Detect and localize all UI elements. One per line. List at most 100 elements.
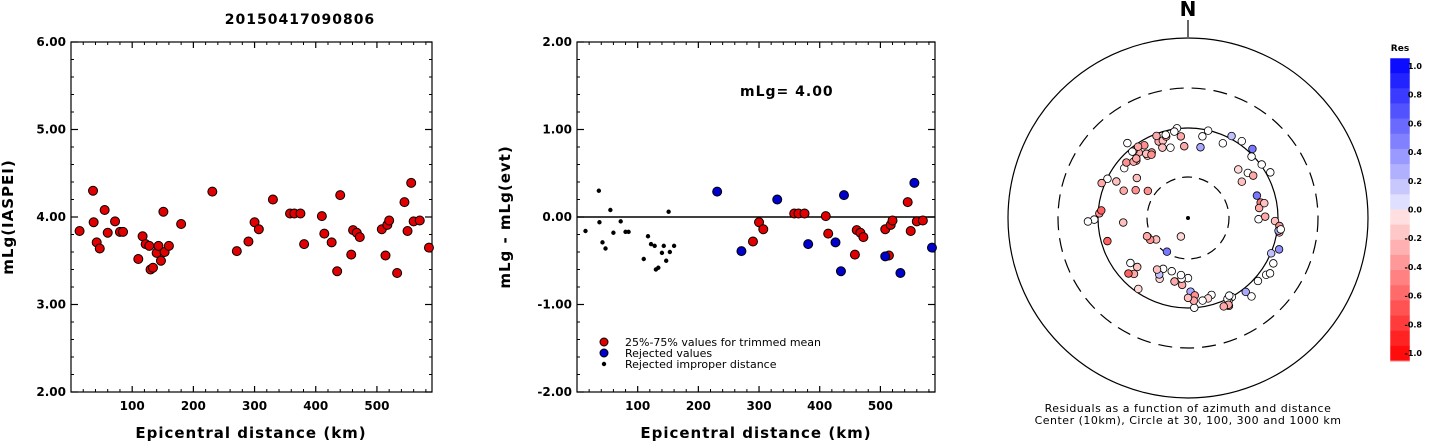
rejected-point: [926, 242, 937, 253]
magnitude-point: [380, 250, 391, 261]
improper-distance-point: [663, 258, 669, 263]
magnitude-point: [346, 249, 357, 260]
improper-distance-point: [671, 243, 677, 249]
magnitude-panel: Epicentral distance (km) mLg(IASPEI) 100…: [0, 35, 434, 442]
x-tick-label: 200: [686, 399, 711, 413]
colorbar-tick-label: 0.0: [1408, 206, 1423, 215]
residual-point: [1247, 152, 1256, 161]
rejected-point: [895, 268, 906, 278]
colorbar-tick-label: 0.6: [1408, 119, 1423, 128]
residual-point: [1158, 143, 1167, 152]
x-tick-label: 200: [181, 399, 206, 413]
magnitude-point: [326, 237, 337, 248]
residual-point: [1218, 139, 1228, 148]
residual-point: [1198, 132, 1207, 141]
azimuth-caption-line1: Residuals as a function of azimuth and d…: [1045, 402, 1332, 415]
magnitude-point: [406, 177, 417, 188]
residual-point: [1183, 293, 1193, 303]
improper-distance-point: [648, 241, 654, 247]
residual-point: [1152, 265, 1162, 274]
trimmed-mean-point: [823, 228, 834, 239]
residual-point: [1133, 142, 1143, 151]
residual-point: [1162, 247, 1172, 256]
colorbar-tick-label: -0.2: [1405, 234, 1423, 243]
azimuth-panel: N Residuals as a function of azimuth and…: [1007, 0, 1423, 427]
magnitude-point: [295, 208, 306, 219]
residual-point: [1260, 212, 1270, 221]
y-tick-label: -2.00: [537, 385, 572, 399]
rejected-point: [712, 186, 723, 197]
x-tick-label: 500: [868, 399, 893, 413]
magnitude-point: [99, 205, 110, 215]
residual-point: [1126, 258, 1135, 268]
improper-distance-point: [656, 265, 661, 270]
magnitude-x-axis-label: Epicentral distance (km): [135, 424, 366, 441]
residual-point: [1119, 186, 1128, 195]
y-tick-label: 2.00: [36, 385, 66, 399]
residual-point: [1112, 177, 1121, 186]
y-tick-label: 1.00: [542, 123, 572, 137]
colorbar-tick-label: 0.4: [1408, 148, 1423, 157]
trimmed-mean-point: [917, 215, 928, 226]
x-tick-label: 100: [120, 399, 145, 413]
residual-point: [1124, 269, 1133, 278]
residual-point: [1196, 143, 1205, 152]
residual-point: [1254, 203, 1264, 213]
azimuth-caption-line2: Center (10km), Circle at 30, 100, 300 an…: [1035, 414, 1342, 427]
magnitude-point: [102, 227, 113, 238]
trimmed-mean-point: [799, 208, 810, 219]
magnitude-point: [335, 190, 346, 201]
residual-point: [1252, 191, 1262, 200]
residual-point: [1170, 127, 1179, 136]
magnitude-point: [414, 215, 425, 226]
improper-distance-point: [618, 219, 623, 224]
magnitude-point: [94, 243, 105, 254]
range-circle-1000km: [1007, 37, 1369, 399]
residual-point: [1274, 245, 1284, 254]
y-tick-label: 5.00: [36, 123, 66, 137]
magnitude-point: [207, 186, 218, 197]
colorbar-tick-label: -0.8: [1405, 320, 1423, 329]
residual-point: [1176, 232, 1186, 241]
figure-title: 20150417090806: [225, 12, 375, 28]
magnitude-point: [147, 262, 158, 273]
residual-x-axis-label: Epicentral distance (km): [640, 424, 871, 441]
residual-point: [1266, 249, 1276, 258]
rejected-point: [880, 251, 891, 262]
legend-label: 25%-75% values for trimmed mean: [625, 336, 821, 349]
magnitude-point: [253, 224, 264, 235]
residual-point: [1131, 185, 1140, 195]
x-tick-label: 400: [303, 399, 328, 413]
colorbar-segment: [1390, 179, 1410, 195]
residual-point: [1180, 142, 1189, 151]
residual-y-axis-label: mLg - mLg(evt): [496, 145, 514, 288]
x-tick-label: 100: [625, 399, 650, 413]
rejected-point: [830, 237, 841, 248]
colorbar-tick-label: 0.2: [1408, 177, 1422, 186]
improper-distance-point: [645, 234, 651, 239]
residual-point: [1143, 186, 1153, 196]
magnitude-point: [299, 239, 310, 250]
residual-point: [1219, 302, 1228, 311]
improper-distance-point: [597, 220, 602, 225]
improper-distance-point: [596, 188, 602, 193]
residual-point: [1134, 284, 1143, 294]
magnitude-plot-frame: [70, 41, 433, 393]
legend-marker: [599, 348, 609, 358]
rejected-point: [909, 177, 920, 188]
residual-point: [1269, 259, 1278, 268]
colorbar-segment: [1390, 58, 1410, 74]
magnitude-point: [319, 228, 330, 239]
rejected-point: [803, 239, 814, 250]
residual-point: [1237, 177, 1247, 186]
residual-point: [1176, 270, 1186, 280]
residual-point: [1123, 138, 1132, 148]
colorbar-tick-label: -0.6: [1405, 292, 1423, 301]
magnitude-point: [392, 268, 403, 278]
colorbar-segment: [1390, 194, 1410, 210]
improper-distance-point: [667, 249, 673, 255]
improper-distance-point: [641, 256, 646, 262]
colorbar-segment: [1390, 270, 1410, 286]
rejected-point: [772, 194, 783, 205]
